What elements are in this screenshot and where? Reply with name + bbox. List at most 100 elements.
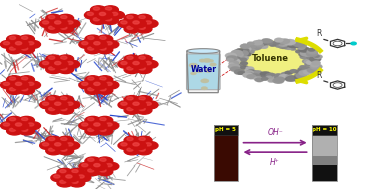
Circle shape <box>64 101 80 109</box>
Circle shape <box>79 81 94 89</box>
Circle shape <box>57 179 73 187</box>
Circle shape <box>7 35 22 43</box>
Text: R: R <box>316 70 321 80</box>
Circle shape <box>306 60 316 65</box>
Circle shape <box>19 76 34 84</box>
Circle shape <box>304 63 312 67</box>
Circle shape <box>88 169 94 172</box>
Circle shape <box>232 52 244 58</box>
Circle shape <box>60 180 66 183</box>
Circle shape <box>145 143 151 146</box>
Circle shape <box>124 147 140 155</box>
Circle shape <box>298 52 307 57</box>
Circle shape <box>286 75 294 79</box>
Circle shape <box>241 44 248 47</box>
Circle shape <box>9 77 16 80</box>
Circle shape <box>204 69 212 73</box>
Circle shape <box>231 50 243 56</box>
Circle shape <box>289 69 298 73</box>
Circle shape <box>97 157 113 165</box>
Circle shape <box>22 88 28 91</box>
Circle shape <box>136 96 152 104</box>
Circle shape <box>240 61 248 65</box>
Text: R: R <box>316 29 321 38</box>
Circle shape <box>301 68 307 71</box>
Circle shape <box>275 43 285 48</box>
Circle shape <box>245 70 254 74</box>
Circle shape <box>12 122 29 130</box>
Circle shape <box>88 88 94 91</box>
Circle shape <box>145 61 151 65</box>
Circle shape <box>58 147 73 155</box>
Circle shape <box>235 64 242 68</box>
Circle shape <box>48 26 55 29</box>
Circle shape <box>51 101 68 109</box>
Circle shape <box>234 69 245 75</box>
Circle shape <box>25 122 41 130</box>
Circle shape <box>124 136 140 144</box>
Circle shape <box>301 66 313 72</box>
Circle shape <box>58 106 73 114</box>
Circle shape <box>299 65 307 69</box>
Circle shape <box>94 82 100 85</box>
Circle shape <box>250 48 256 52</box>
Circle shape <box>48 56 55 59</box>
Circle shape <box>118 20 134 28</box>
Circle shape <box>51 141 68 150</box>
Circle shape <box>232 62 239 66</box>
Circle shape <box>229 58 241 64</box>
Circle shape <box>240 65 248 70</box>
Circle shape <box>280 72 290 77</box>
Circle shape <box>228 64 240 70</box>
Circle shape <box>88 128 94 131</box>
Circle shape <box>100 88 106 91</box>
Circle shape <box>85 35 101 43</box>
Circle shape <box>103 81 119 89</box>
Circle shape <box>54 21 61 24</box>
Circle shape <box>297 46 305 50</box>
Circle shape <box>61 148 67 151</box>
Circle shape <box>43 102 49 105</box>
Circle shape <box>272 78 284 84</box>
Circle shape <box>48 148 55 151</box>
Circle shape <box>310 63 319 67</box>
Circle shape <box>67 61 73 65</box>
Circle shape <box>99 12 106 15</box>
Circle shape <box>61 137 67 141</box>
Circle shape <box>64 20 80 28</box>
Circle shape <box>61 97 67 100</box>
Circle shape <box>88 47 94 50</box>
Circle shape <box>295 49 303 53</box>
Circle shape <box>233 49 242 53</box>
Circle shape <box>252 70 263 76</box>
Circle shape <box>85 157 101 165</box>
Circle shape <box>85 76 101 84</box>
Circle shape <box>79 122 94 130</box>
Circle shape <box>236 50 249 57</box>
Circle shape <box>130 141 146 150</box>
Circle shape <box>100 77 106 80</box>
Circle shape <box>307 67 318 73</box>
Circle shape <box>91 162 107 170</box>
Circle shape <box>284 39 296 45</box>
Circle shape <box>43 61 49 65</box>
Circle shape <box>275 77 285 82</box>
Circle shape <box>127 26 133 29</box>
Circle shape <box>246 70 257 75</box>
Circle shape <box>246 74 256 79</box>
Circle shape <box>127 67 133 70</box>
Circle shape <box>136 25 152 33</box>
Circle shape <box>351 42 356 45</box>
Circle shape <box>229 63 235 66</box>
Circle shape <box>103 16 118 24</box>
Circle shape <box>58 55 73 63</box>
Circle shape <box>19 116 34 124</box>
Circle shape <box>303 69 313 75</box>
Circle shape <box>275 73 282 77</box>
Circle shape <box>97 35 113 43</box>
Circle shape <box>118 60 134 68</box>
Circle shape <box>91 122 107 130</box>
Circle shape <box>97 116 113 124</box>
Circle shape <box>51 174 66 182</box>
Circle shape <box>121 21 127 24</box>
